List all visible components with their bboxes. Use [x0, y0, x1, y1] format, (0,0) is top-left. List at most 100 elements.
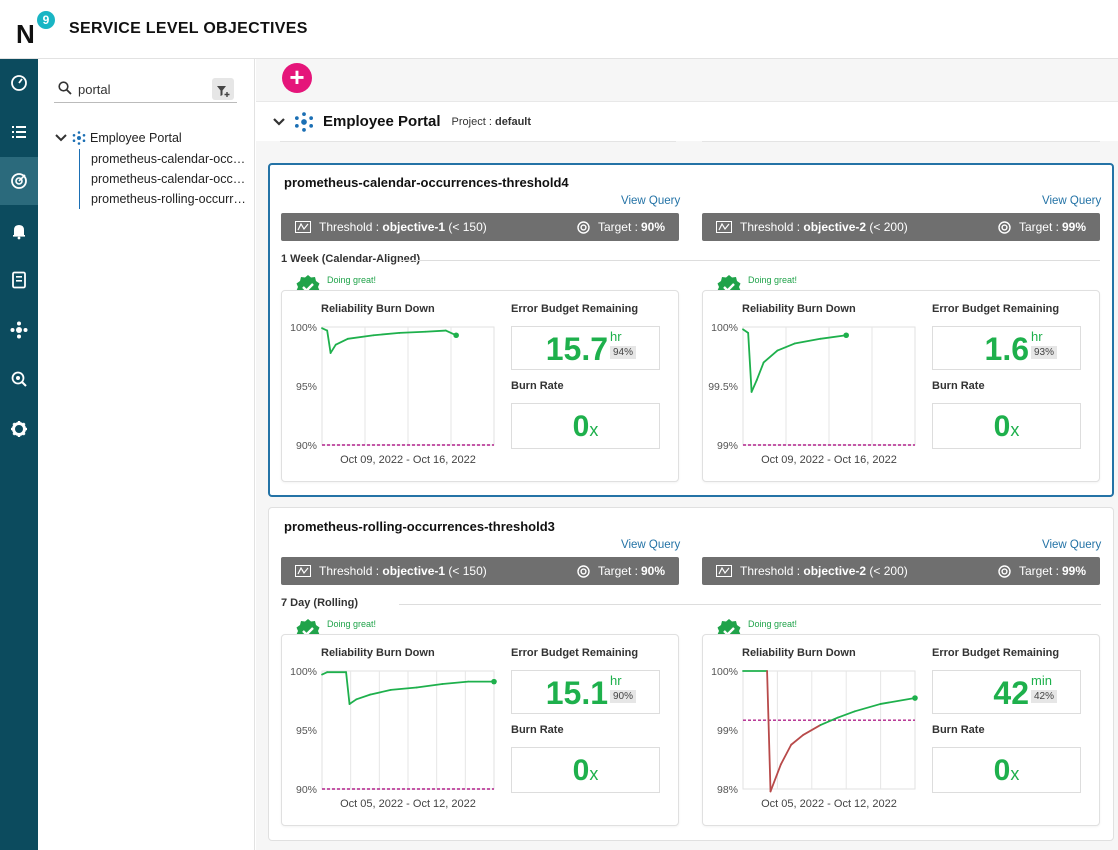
error-budget-percent: 93% [1031, 346, 1058, 359]
chart-series-segment [369, 688, 392, 696]
view-query-link[interactable]: View Query [621, 539, 681, 551]
chart-y-tick: 98% [717, 784, 738, 796]
objective-name: objective-1 [382, 220, 446, 234]
burn-rate-box: 0x [932, 403, 1081, 449]
nav-slos[interactable] [0, 157, 38, 205]
threshold-prefix: Threshold : [740, 220, 801, 234]
objective-bar: Threshold : objective-1 (< 150) Target :… [281, 213, 679, 241]
reliability-burn-down-title: Reliability Burn Down [742, 303, 856, 315]
chart-date-range: Oct 05, 2022 - Oct 12, 2022 [340, 798, 476, 810]
burn-rate-title: Burn Rate [511, 724, 564, 736]
list-icon [12, 126, 26, 138]
burn-rate-box: 0x [511, 403, 660, 449]
nav-rail [0, 59, 38, 850]
burn-rate-unit: x [1010, 764, 1020, 784]
nobl9-logo[interactable]: N 9 [16, 11, 56, 49]
burn-rate-unit: x [1010, 420, 1020, 440]
time-window-label: 7 Day (Rolling) [281, 597, 359, 609]
error-budget-percent: 94% [610, 346, 637, 359]
chart-series-segment [329, 343, 337, 354]
service-icon [72, 131, 86, 145]
threshold-prefix: Threshold : [319, 220, 380, 234]
tree-item[interactable]: prometheus-rolling-occurrences-threshold… [91, 192, 251, 206]
service-group-header[interactable]: Employee Portal Project : default [256, 101, 1118, 141]
service-icon [295, 111, 313, 132]
settings-icon [11, 421, 27, 437]
error-budget-box: 1.6 hr 93% [932, 326, 1081, 370]
chart-y-tick: 95% [296, 725, 317, 737]
chart-series-segment [389, 686, 418, 691]
burn-rate-box: 0x [932, 747, 1081, 793]
nav-alerts[interactable] [0, 207, 38, 255]
chart-plot-area [742, 670, 916, 790]
chart-series-segment [415, 683, 444, 689]
slo-name[interactable]: prometheus-rolling-occurrences-threshold… [284, 519, 555, 534]
target-icon [577, 564, 590, 578]
chart-series-segment [779, 743, 793, 766]
error-budget-box: 42 min 42% [932, 670, 1081, 714]
nav-settings[interactable] [0, 405, 38, 453]
burn-rate-unit: x [589, 764, 599, 784]
chevron-down-icon[interactable] [54, 133, 68, 143]
tree-item[interactable]: prometheus-calendar-occurrences-threshol… [91, 152, 251, 166]
threshold-label: Threshold : objective-2 (< 200) [740, 564, 998, 578]
chart-last-point [843, 332, 849, 339]
burn-rate-unit: x [589, 420, 599, 440]
nav-dashboard[interactable] [0, 59, 38, 107]
nav-list[interactable] [0, 108, 38, 156]
status-text: Doing great! [748, 275, 798, 285]
filter-button[interactable] [212, 78, 234, 100]
chart-y-tick: 100% [711, 322, 738, 334]
chart-y-tick: 90% [296, 440, 317, 452]
chart-series-segment [398, 330, 427, 334]
chart-series-segment [819, 716, 839, 726]
error-budget-unit: min [1031, 673, 1052, 688]
chart-date-range: Oct 09, 2022 - Oct 16, 2022 [340, 454, 476, 466]
nav-reports[interactable] [0, 256, 38, 304]
status-text: Doing great! [748, 619, 798, 629]
tree-node-employee-portal[interactable]: Employee Portal [54, 131, 182, 145]
burn-rate-value: 0x [573, 410, 599, 444]
top-bar: N 9 SERVICE LEVEL OBJECTIVES [0, 0, 1118, 59]
error-budget-title: Error Budget Remaining [511, 303, 639, 315]
tree-item[interactable]: prometheus-calendar-occurrences-threshol… [91, 172, 251, 186]
burn-rate-title: Burn Rate [932, 724, 985, 736]
burn-rate-value: 0x [573, 754, 599, 788]
target-prefix: Target : [1018, 564, 1059, 578]
add-slo-button[interactable]: + [282, 63, 312, 93]
slo-card[interactable]: prometheus-rolling-occurrences-threshold… [268, 507, 1114, 841]
error-budget-unit: hr [1031, 329, 1043, 344]
search-input[interactable] [78, 79, 198, 99]
nav-query-checker[interactable] [0, 355, 38, 403]
burn-down-chart: 100% 95% 90% [290, 322, 495, 452]
target-prefix: Target : [597, 220, 638, 234]
target-label: Target :99% [998, 564, 1086, 578]
slo-tree-panel: Employee Portal prometheus-calendar-occu… [38, 59, 255, 850]
chart-series-segment [762, 349, 779, 364]
chart-series-segment [776, 342, 796, 352]
project-name: default [494, 115, 532, 128]
chart-series-segment [334, 337, 349, 346]
target-prefix: Target : [1018, 220, 1059, 234]
view-query-link[interactable]: View Query [1042, 539, 1102, 551]
threshold-condition: (< 200) [869, 220, 908, 234]
chart-y-tick: 100% [290, 666, 317, 678]
chevron-down-icon[interactable] [272, 117, 286, 127]
target-value: 90% [640, 564, 665, 578]
threshold-prefix: Threshold : [319, 564, 380, 578]
view-query-link[interactable]: View Query [621, 195, 681, 207]
error-budget-title: Error Budget Remaining [932, 303, 1060, 315]
objective-bar: Threshold : objective-2 (< 200) Target :… [702, 557, 1100, 585]
chart-series-segment [742, 328, 750, 334]
chart-y-tick: 99% [717, 440, 738, 452]
nav-integrations[interactable] [0, 306, 38, 354]
chart-series-segment [750, 379, 758, 393]
slo-card[interactable]: prometheus-calendar-occurrences-threshol… [268, 163, 1114, 497]
project-prefix: Project : [451, 115, 492, 128]
slo-name[interactable]: prometheus-calendar-occurrences-threshol… [284, 175, 569, 190]
view-query-link[interactable]: View Query [1042, 195, 1102, 207]
search-icon [58, 81, 72, 95]
tree-root-label: Employee Portal [90, 131, 182, 145]
filter-add-icon [217, 86, 230, 97]
bell-icon [13, 225, 25, 240]
